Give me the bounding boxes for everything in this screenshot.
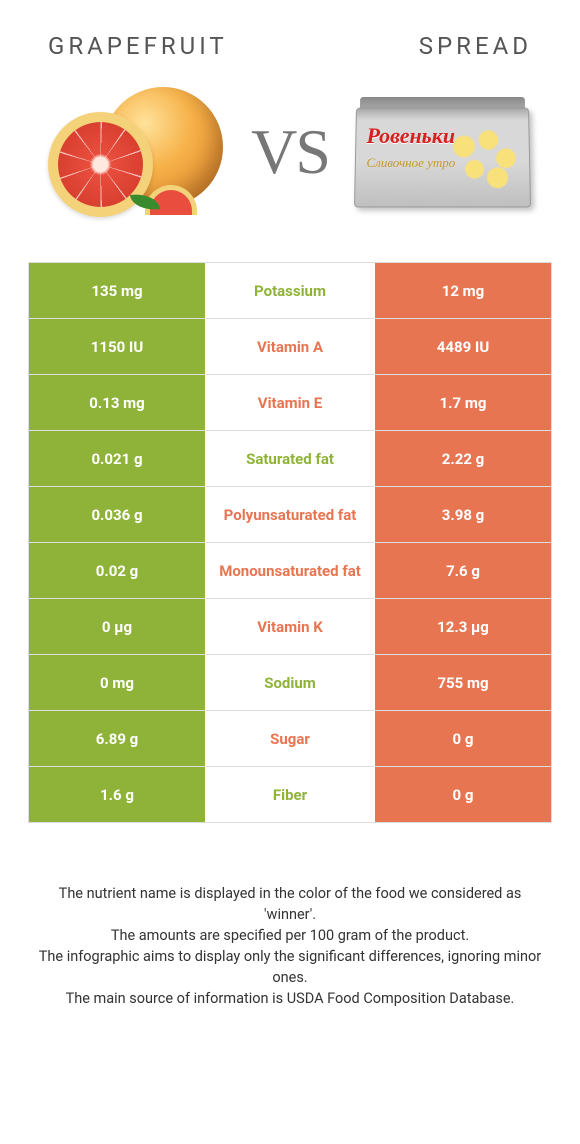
left-value-cell: 1150 IU [29,319,205,374]
right-value-cell: 7.6 g [375,543,551,598]
left-value-cell: 0 mg [29,655,205,710]
left-value-cell: 135 mg [29,263,205,318]
right-value-cell: 2.22 g [375,431,551,486]
right-value-cell: 0 g [375,711,551,766]
table-row: 0 mgSodium755 mg [29,655,551,711]
left-value-cell: 0 µg [29,599,205,654]
spread-image: Ровеньки Сливочное утро [342,82,542,222]
nutrient-label: Sugar [205,711,375,766]
title-row: Grapefruit Spread [28,32,552,82]
spread-brand: Ровеньки [367,123,456,149]
nutrient-label: Vitamin A [205,319,375,374]
footer-line: The main source of information is USDA F… [38,988,542,1009]
left-value-cell: 1.6 g [29,767,205,822]
left-value-cell: 0.036 g [29,487,205,542]
right-product-title: Spread [419,32,532,60]
right-value-cell: 4489 IU [375,319,551,374]
table-row: 0.02 gMonounsaturated fat7.6 g [29,543,551,599]
right-value-cell: 755 mg [375,655,551,710]
left-value-cell: 0.13 mg [29,375,205,430]
comparison-table: 135 mgPotassium12 mg1150 IUVitamin A4489… [28,262,552,823]
spread-subline: Сливочное утро [367,155,456,171]
left-value-cell: 6.89 g [29,711,205,766]
nutrient-label: Monounsaturated fat [205,543,375,598]
nutrient-label: Sodium [205,655,375,710]
right-value-cell: 1.7 mg [375,375,551,430]
right-value-cell: 3.98 g [375,487,551,542]
nutrient-label: Potassium [205,263,375,318]
table-row: 0 µgVitamin K12.3 µg [29,599,551,655]
hero-row: VS Ровеньки Сливочное утро [28,82,552,262]
footer-line: The amounts are specified per 100 gram o… [38,925,542,946]
table-row: 1150 IUVitamin A4489 IU [29,319,551,375]
footer-line: The nutrient name is displayed in the co… [38,883,542,925]
nutrient-label: Saturated fat [205,431,375,486]
table-row: 0.021 gSaturated fat2.22 g [29,431,551,487]
table-row: 0.13 mgVitamin E1.7 mg [29,375,551,431]
footer-line: The infographic aims to display only the… [38,946,542,988]
table-row: 0.036 gPolyunsaturated fat3.98 g [29,487,551,543]
table-row: 135 mgPotassium12 mg [29,263,551,319]
left-value-cell: 0.021 g [29,431,205,486]
left-value-cell: 0.02 g [29,543,205,598]
nutrient-label: Polyunsaturated fat [205,487,375,542]
right-value-cell: 0 g [375,767,551,822]
footer-notes: The nutrient name is displayed in the co… [28,823,552,1009]
nutrient-label: Vitamin K [205,599,375,654]
nutrient-label: Vitamin E [205,375,375,430]
grapefruit-image [38,82,238,222]
vs-label: VS [251,115,329,189]
table-row: 6.89 gSugar0 g [29,711,551,767]
right-value-cell: 12.3 µg [375,599,551,654]
nutrient-label: Fiber [205,767,375,822]
left-product-title: Grapefruit [48,32,228,60]
table-row: 1.6 gFiber0 g [29,767,551,823]
right-value-cell: 12 mg [375,263,551,318]
